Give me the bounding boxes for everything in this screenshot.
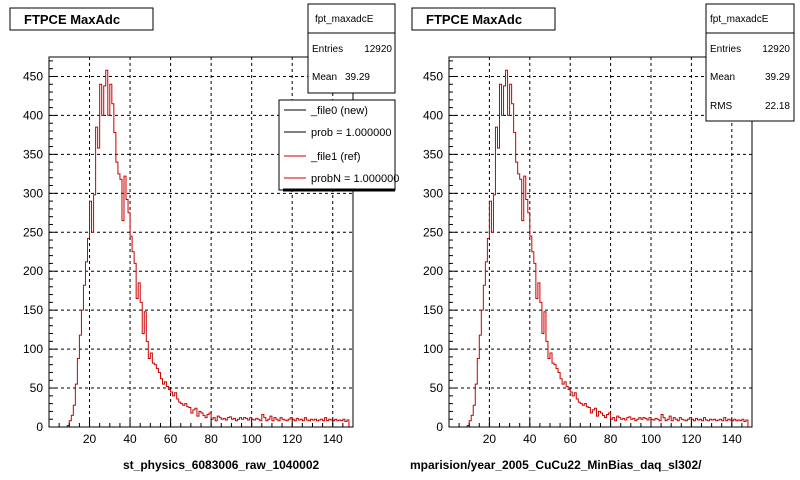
left-y-tick-label: 400 [23, 108, 43, 122]
right-y-tick-label: 400 [423, 108, 443, 122]
left-legend: _file0 (new) prob = 1.000000 _file1 (ref… [278, 99, 399, 192]
left-y-tick-label: 0 [36, 420, 43, 434]
right-stats-entries-value: 12920 [762, 44, 790, 55]
left-y-tick-label: 300 [23, 186, 43, 200]
right-y-tick-label: 250 [423, 225, 443, 239]
left-y-tick-label: 150 [23, 303, 43, 317]
right-panel: FTPCE MaxAdc 20 40 60 80 100 120 1400501001502… [410, 3, 795, 472]
right-plot-area: 20 40 60 80 100 120 140 0 50 100 150 200 250 300 350 40… [423, 56, 753, 446]
right-stats-name: fpt_maxadcE [710, 14, 769, 25]
right-x-tick-label: 60 [564, 432, 578, 446]
left-stats-box: fpt_maxadcE Entries 12920 Mean 39.29 [307, 3, 396, 94]
right-stats-box: fpt_maxadcE Entries 12920 Mean 39.29 RMS… [705, 3, 795, 122]
left-plot-area: 20 40 60 80 100 120 140 0 50 100 150 200 250 300 350 40… [23, 56, 354, 446]
left-y-tick-label: 350 [23, 147, 43, 161]
right-title: FTPCE MaxAdc [426, 12, 522, 27]
right-x-tick-label: 40 [523, 432, 537, 446]
left-y-tick-label: 200 [23, 264, 43, 278]
left-title: FTPCE MaxAdc [24, 12, 120, 27]
left-x-tick-label: 40 [123, 432, 137, 446]
left-y-tick-label: 100 [23, 342, 43, 356]
right-y-tick-label: 300 [423, 186, 443, 200]
right-y-tick-label: 450 [423, 69, 443, 83]
right-y-tick-label: 200 [423, 264, 443, 278]
right-x-tick-label: 20 [483, 432, 497, 446]
right-stats-rms-label: RMS [710, 101, 733, 112]
left-stats-name: fpt_maxadcE [315, 14, 374, 25]
legend-label-prob: prob = 1.000000 [311, 127, 391, 139]
left-panel: FTPCE MaxAdc 20 40 60 80 100 120 1400501001502… [9, 3, 399, 472]
right-title-box [411, 7, 556, 31]
right-stats-mean-value: 39.29 [765, 72, 790, 83]
right-y-tick-label: 0 [436, 420, 443, 434]
right-y-tick-label: 50 [430, 381, 444, 395]
left-x-tick-label: 20 [83, 432, 97, 446]
left-stats-entries-label: Entries [312, 44, 343, 55]
right-y-tick-label: 350 [423, 147, 443, 161]
right-stats-entries-label: Entries [710, 44, 741, 55]
right-x-tick-label: 120 [681, 432, 701, 446]
left-x-tick-label: 60 [164, 432, 178, 446]
right-x-tick-label: 100 [641, 432, 661, 446]
legend-label-probn: probN = 1.000000 [311, 173, 399, 185]
left-stats-mean-value: 39.29 [345, 72, 370, 83]
legend-label-ref: _file1 (ref) [310, 151, 361, 163]
left-footer-filename: st_physics_6083006_raw_1040002 [123, 458, 319, 472]
left-x-tick-label: 100 [242, 432, 262, 446]
right-stats-rms-value: 22.18 [765, 101, 790, 112]
left-x-tick-label: 140 [323, 432, 343, 446]
right-stats-mean-label: Mean [710, 72, 735, 83]
right-y-tick-label: 150 [423, 303, 443, 317]
left-y-tick-label: 250 [23, 225, 43, 239]
left-stats-mean-label: Mean [312, 72, 337, 83]
right-footer-path: mparision/year_2005_CuCu22_MinBias_daq_s… [410, 458, 702, 472]
right-x-tick-label: 80 [604, 432, 618, 446]
right-x-tick-label: 140 [722, 432, 742, 446]
left-x-tick-label: 80 [204, 432, 218, 446]
right-y-tick-label: 100 [423, 342, 443, 356]
left-stats-entries-value: 12920 [364, 44, 392, 55]
left-y-tick-label: 450 [23, 69, 43, 83]
left-title-box [9, 7, 154, 31]
left-y-tick-label: 50 [30, 381, 44, 395]
left-histogram-series [49, 69, 350, 428]
left-x-tick-label: 120 [282, 432, 302, 446]
right-histogram-series [449, 69, 749, 428]
legend-label-new: _file0 (new) [310, 105, 368, 117]
